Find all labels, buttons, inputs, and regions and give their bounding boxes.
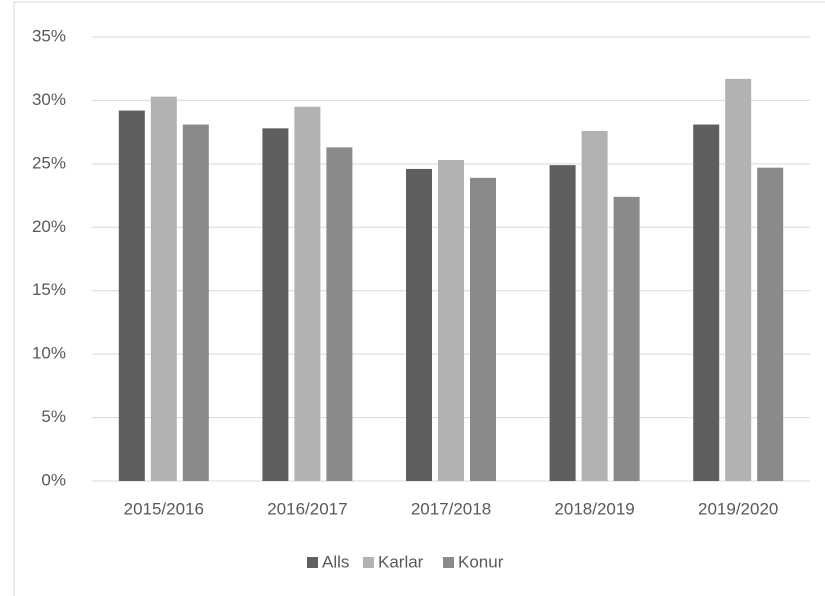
bar [262, 128, 289, 481]
y-tick-label: 0% [41, 470, 66, 489]
bar [693, 124, 720, 481]
x-tick-label: 2018/2019 [554, 499, 634, 518]
bar [549, 165, 576, 481]
legend-swatch [363, 557, 374, 568]
bar [294, 106, 321, 482]
bar [182, 124, 209, 481]
bar [470, 177, 496, 481]
bar [150, 96, 177, 481]
legend-label: Karlar [378, 552, 424, 571]
legend-label: Konur [458, 552, 504, 571]
x-tick-label: 2017/2018 [411, 499, 491, 518]
bar [438, 160, 464, 481]
x-tick-label: 2016/2017 [267, 499, 347, 518]
y-tick-label: 10% [32, 344, 66, 363]
x-tick-label: 2019/2020 [698, 499, 778, 518]
bar [326, 147, 353, 481]
bar [757, 167, 784, 482]
bar [406, 168, 432, 481]
y-tick-label: 20% [32, 217, 66, 236]
chart-frame [13, 1, 825, 596]
legend-swatch [307, 557, 318, 568]
y-tick-label: 25% [32, 153, 66, 172]
legend-label: Alls [322, 552, 349, 571]
bar [725, 78, 752, 481]
y-tick-label: 5% [41, 407, 66, 426]
bar [118, 110, 145, 481]
legend-swatch [443, 557, 454, 568]
x-tick-label: 2015/2016 [124, 499, 204, 518]
y-tick-label: 35% [32, 26, 66, 45]
y-tick-label: 15% [32, 280, 66, 299]
bar [581, 130, 608, 482]
y-tick-label: 30% [32, 90, 66, 109]
bar [613, 196, 640, 481]
